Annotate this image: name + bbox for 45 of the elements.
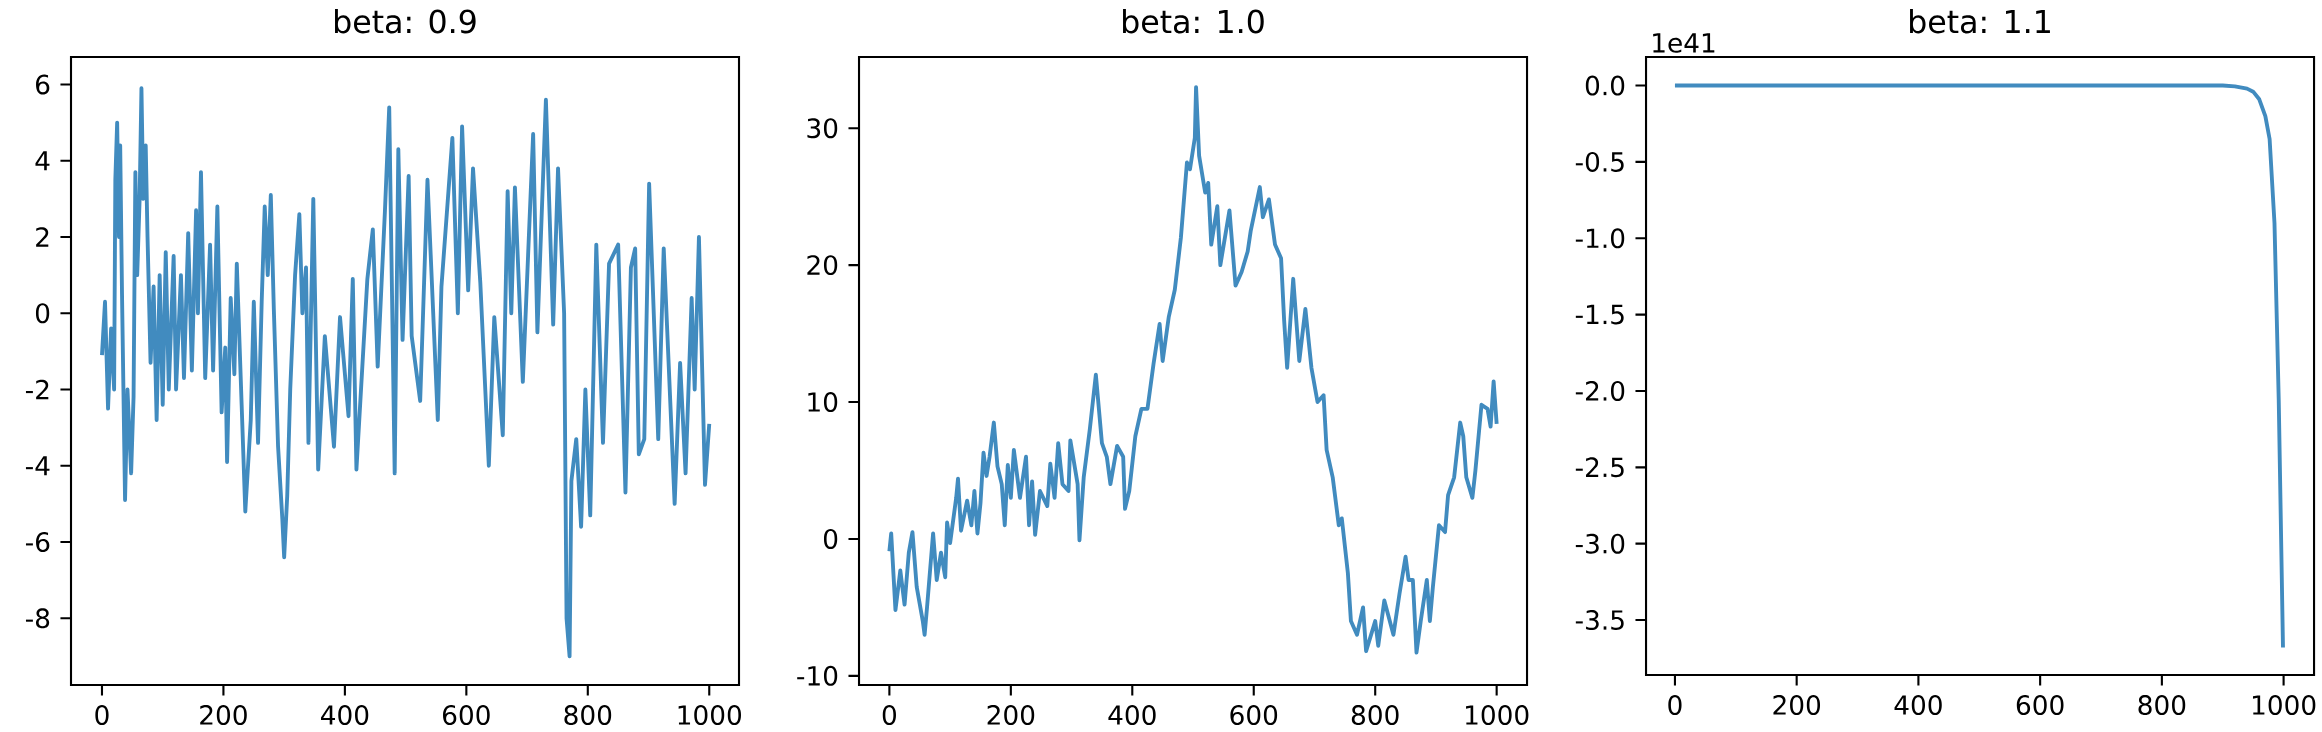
x-tick-label: 1000	[678, 705, 741, 725]
y-tick-label: -4	[25, 456, 50, 476]
x-tick-label: 200	[200, 705, 247, 725]
y-tick-label: -2	[25, 379, 49, 400]
y-tick-label: -2.0	[1575, 381, 1625, 401]
y-tick-label: -3.5	[1575, 610, 1624, 631]
y-tick-label: -3.0	[1575, 533, 1625, 554]
x-tick-label: 800	[1351, 705, 1399, 725]
x-tick-label: 400	[1108, 705, 1156, 725]
y-tick-label: 2	[36, 227, 49, 247]
chart-title: beta: 1.1	[1910, 8, 2050, 34]
text: 1e41	[1653, 33, 1715, 53]
y-tick-label: -1.5	[1575, 304, 1624, 325]
x-tick-label: 600	[443, 705, 490, 725]
y-tick-label: -0.5	[1575, 151, 1624, 172]
y-tick-label: 10	[808, 392, 838, 412]
y-tick-label: -1.0	[1575, 228, 1625, 249]
x-tick-label: 600	[2016, 695, 2064, 715]
x-tick-label: 0	[95, 705, 109, 725]
chart-title: beta: 1.0	[1123, 8, 1264, 34]
x-tick-label: 200	[987, 705, 1035, 725]
y-tick-label: 4	[35, 151, 50, 171]
y-tick-label: -8	[25, 608, 50, 629]
chart-title: beta: 0.9	[335, 8, 476, 34]
x-tick-label: 400	[1894, 695, 1942, 715]
y-tick-label: 6	[36, 74, 50, 95]
x-tick-label: 400	[321, 705, 369, 725]
x-tick-label: 600	[1230, 705, 1278, 725]
y-tick-label: -6	[25, 532, 50, 553]
x-tick-label: 0	[1668, 695, 1682, 715]
x-tick-label: 200	[1773, 695, 1821, 715]
y-tick-label: -2.5	[1575, 457, 1624, 478]
y-tick-label: -10	[797, 665, 838, 686]
y-tick-label: 0.0	[1585, 75, 1625, 96]
y-tick-label: 20	[807, 255, 838, 276]
x-tick-label: 0	[882, 705, 896, 725]
x-tick-label: 800	[564, 705, 612, 725]
line-series	[887, 85, 1499, 655]
y-tick-label: 0	[35, 303, 50, 324]
line-series	[100, 86, 712, 659]
x-tick-label: 1000	[1466, 705, 1529, 725]
y-tick-label: 30	[807, 118, 838, 139]
x-tick-label: 1000	[2252, 695, 2316, 715]
y-tick-label: 0	[823, 528, 838, 549]
x-tick-label: 800	[2138, 695, 2186, 715]
